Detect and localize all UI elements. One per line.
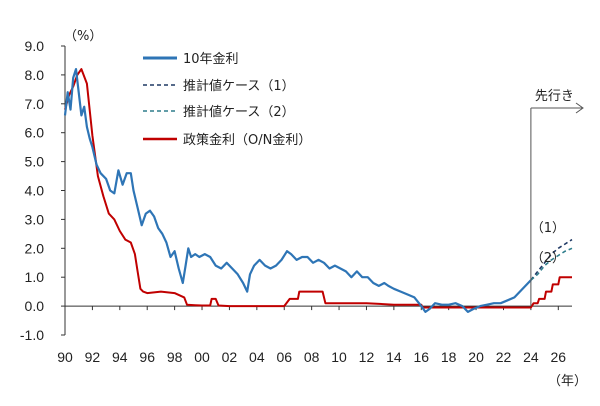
x-tick-label: 04 — [249, 349, 265, 365]
legend-forecast-case2-label: 推計値ケース（2） — [183, 104, 295, 120]
x-tick-label: 92 — [85, 349, 101, 365]
series-policy-rate-line — [64, 68, 572, 309]
x-tick-labels: 90 92 94 96 98 00 02 04 06 08 10 12 14 16 18 20 22 24 26 — [57, 349, 566, 365]
forecast-annotation: 先行き — [530, 89, 584, 307]
y-tick-label: 9.0 — [25, 38, 45, 54]
legend-policy-rate-label: 政策金利（O/N金利） — [183, 132, 311, 148]
case-end-labels: （1） （2） — [531, 221, 565, 266]
series-forecast-case1-line — [530, 238, 573, 281]
case2-end-label: （2） — [531, 251, 565, 266]
x-tick-label: 24 — [523, 349, 539, 365]
axes — [61, 45, 572, 336]
x-tick-label: 98 — [167, 349, 183, 365]
case1-end-label: （1） — [531, 221, 565, 236]
y-tick-label: 6.0 — [25, 125, 45, 141]
series-10y-yield-line — [63, 68, 532, 313]
y-tick-label: 5.0 — [25, 154, 45, 170]
y-tick-label: 0.0 — [25, 298, 45, 314]
x-tick-label: 96 — [139, 349, 155, 365]
x-tick-label: 08 — [304, 349, 320, 365]
x-tick-label: 00 — [194, 349, 210, 365]
legend-10y-yield-label: 10年金利 — [183, 51, 239, 67]
x-tick-label: 94 — [112, 349, 128, 365]
y-tick-label: -1.0 — [20, 327, 44, 343]
y-tick-label: 1.0 — [25, 269, 45, 285]
y-tick-labels: 9.0 8.0 7.0 6.0 5.0 4.0 3.0 2.0 1.0 0.0 -1.0 — [20, 38, 44, 343]
y-tick-label: 7.0 — [25, 96, 45, 112]
x-tick-label: 14 — [386, 349, 402, 365]
x-tick-label: 90 — [57, 349, 73, 365]
y-tick-label: 2.0 — [25, 240, 45, 256]
y-tick-label: 8.0 — [25, 67, 45, 83]
x-tick-label: 18 — [441, 349, 457, 365]
x-tick-label: 20 — [468, 349, 484, 365]
series-lines — [63, 68, 573, 313]
forecast-label: 先行き — [535, 89, 574, 104]
x-tick-label: 06 — [276, 349, 292, 365]
y-tick-label: 3.0 — [25, 211, 45, 227]
legend-forecast-case1-label: 推計値ケース（1） — [183, 78, 295, 94]
x-tick-label: 02 — [222, 349, 238, 365]
y-unit-label: （%） — [64, 29, 102, 44]
x-tick-label: 26 — [551, 349, 567, 365]
x-tick-label: 22 — [496, 349, 512, 365]
series-forecast-case2-line — [530, 247, 573, 281]
forecast-arrowhead — [575, 102, 584, 114]
x-tick-label: 12 — [359, 349, 375, 365]
x-unit-label: （年） — [548, 374, 587, 389]
x-tick-label: 10 — [331, 349, 347, 365]
x-tick-label: 16 — [413, 349, 429, 365]
y-tick-label: 4.0 — [25, 183, 45, 199]
